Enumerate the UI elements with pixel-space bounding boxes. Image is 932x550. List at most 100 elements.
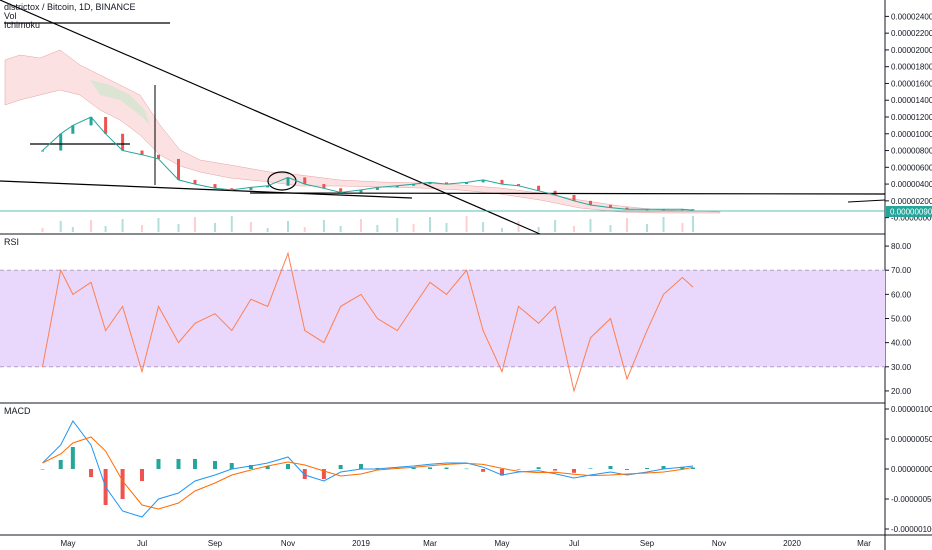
time-axis-label: Jul — [569, 539, 579, 548]
volume-bar — [662, 217, 665, 232]
macd-histogram-bar — [302, 469, 307, 479]
price-candle — [445, 182, 449, 185]
macd-histogram-bar — [265, 466, 270, 469]
volume-bar — [501, 228, 503, 232]
price-tick-label: 0.00001200 — [891, 113, 932, 122]
rsi-band — [0, 270, 885, 367]
volume-bar — [322, 220, 325, 232]
ichimoku-cloud-bull — [90, 80, 150, 125]
volume-bar — [692, 216, 695, 232]
price-candle — [395, 185, 399, 188]
price-candle — [193, 179, 197, 185]
volume-bar — [141, 225, 143, 232]
price-candle — [359, 189, 363, 193]
price-candle — [481, 179, 485, 183]
macd-histogram-bar — [645, 468, 649, 469]
macd-histogram-bar — [40, 469, 45, 470]
price-tick-label: 0.00001000 — [891, 130, 932, 139]
price-candle — [59, 133, 63, 151]
rsi-tick-label: 50.00 — [891, 315, 912, 324]
macd-histogram-bar — [680, 466, 685, 469]
trendline-right[interactable] — [847, 199, 886, 203]
time-axis-label: Jul — [137, 539, 147, 548]
macd-histogram-bar — [481, 469, 486, 472]
macd-histogram-bar — [120, 469, 125, 499]
macd-tick-label: -0.00000050 — [891, 495, 932, 504]
price-tick-label: 0.00002000 — [891, 46, 932, 55]
volume-bar — [609, 225, 612, 232]
macd-tick-label: 0.00000050 — [891, 435, 932, 444]
price-candle — [572, 194, 576, 201]
volume-bar — [287, 221, 289, 232]
macd-histogram-bar — [608, 466, 613, 469]
volume-bar — [230, 216, 233, 232]
macd-histogram-bar — [359, 464, 363, 469]
volume-bar — [537, 227, 540, 232]
price-candle — [609, 205, 612, 208]
macd-histogram-bar — [572, 469, 576, 473]
rsi-pane-title: RSI — [4, 237, 19, 247]
time-axis-label: 2019 — [352, 539, 370, 548]
price-candle — [303, 177, 307, 185]
macd-histogram-bar — [248, 465, 253, 469]
price-candle — [691, 209, 695, 211]
price-candle — [89, 117, 93, 126]
volume-bars — [41, 216, 695, 232]
volume-bar — [589, 219, 592, 232]
price-candle — [266, 185, 270, 188]
macd-tick-label: 0.00000000 — [891, 465, 932, 474]
macd-histogram-bar — [411, 467, 416, 469]
indicator-vol-label[interactable]: Vol — [4, 11, 17, 21]
price-tick-label: 0.00002400 — [891, 12, 932, 21]
price-candle — [140, 150, 144, 155]
price-tick-label: 0.00000400 — [891, 180, 932, 189]
price-candle — [428, 182, 432, 185]
volume-bar — [249, 222, 252, 232]
macd-tick-label: -0.00000100 — [891, 525, 932, 534]
trendline-descending[interactable] — [0, 0, 541, 235]
volume-bar — [445, 223, 448, 232]
macd-histogram-bar — [89, 469, 94, 477]
price-candle — [177, 158, 180, 180]
volume-bar — [412, 224, 415, 232]
indicator-ichimoku-label[interactable]: Ichimoku — [4, 20, 40, 30]
trendline-support[interactable] — [0, 180, 413, 199]
price-tick-label: 0.00000800 — [891, 147, 932, 156]
last-price-label: 0.00000090 — [890, 208, 932, 217]
price-tick-label: 0.00000600 — [891, 163, 932, 172]
macd-histogram-bar — [213, 461, 217, 469]
rsi-tick-label: 80.00 — [891, 242, 912, 251]
price-candle — [249, 187, 253, 190]
volume-bar — [59, 221, 62, 232]
price-series-line — [42, 116, 694, 211]
macd-histogram-bar — [176, 459, 181, 469]
macd-histogram-bar — [536, 467, 541, 469]
volume-bar — [41, 228, 44, 232]
price-tick-label: 0.00001600 — [891, 79, 932, 88]
macd-tick-label: 0.00000100 — [891, 405, 932, 414]
volume-bar — [157, 218, 160, 232]
price-candle — [121, 133, 125, 151]
macd-histogram-bar — [70, 447, 75, 469]
volume-bar — [396, 218, 399, 232]
rsi-axis-ticks: 80.00 70.00 60.00 50.00 40.00 30.00 20.00 — [885, 242, 912, 396]
macd-histogram-bar — [140, 469, 144, 481]
price-candle — [517, 184, 521, 186]
macd-histogram-bar — [624, 469, 629, 470]
price-candle — [286, 177, 290, 186]
horizontal-line-resistance[interactable] — [249, 192, 886, 195]
macd-histogram-bar — [691, 467, 696, 469]
volume-bar — [193, 217, 196, 232]
price-candle — [662, 209, 666, 211]
rsi-tick-label: 60.00 — [891, 290, 912, 299]
macd-histogram-bar — [516, 469, 521, 470]
time-axis-ticks: May Jul Sep Nov 2019 Mar May Jul Sep Nov 2020 Mar — [60, 539, 871, 548]
time-axis-label: Mar — [857, 539, 871, 548]
time-axis-label: Nov — [712, 539, 726, 548]
price-tick-label: 0.00001400 — [891, 96, 932, 105]
price-candle — [156, 154, 160, 159]
time-axis-label: Mar — [423, 539, 437, 548]
macd-histogram-bar — [428, 467, 432, 469]
macd-histogram-bar — [500, 469, 504, 476]
